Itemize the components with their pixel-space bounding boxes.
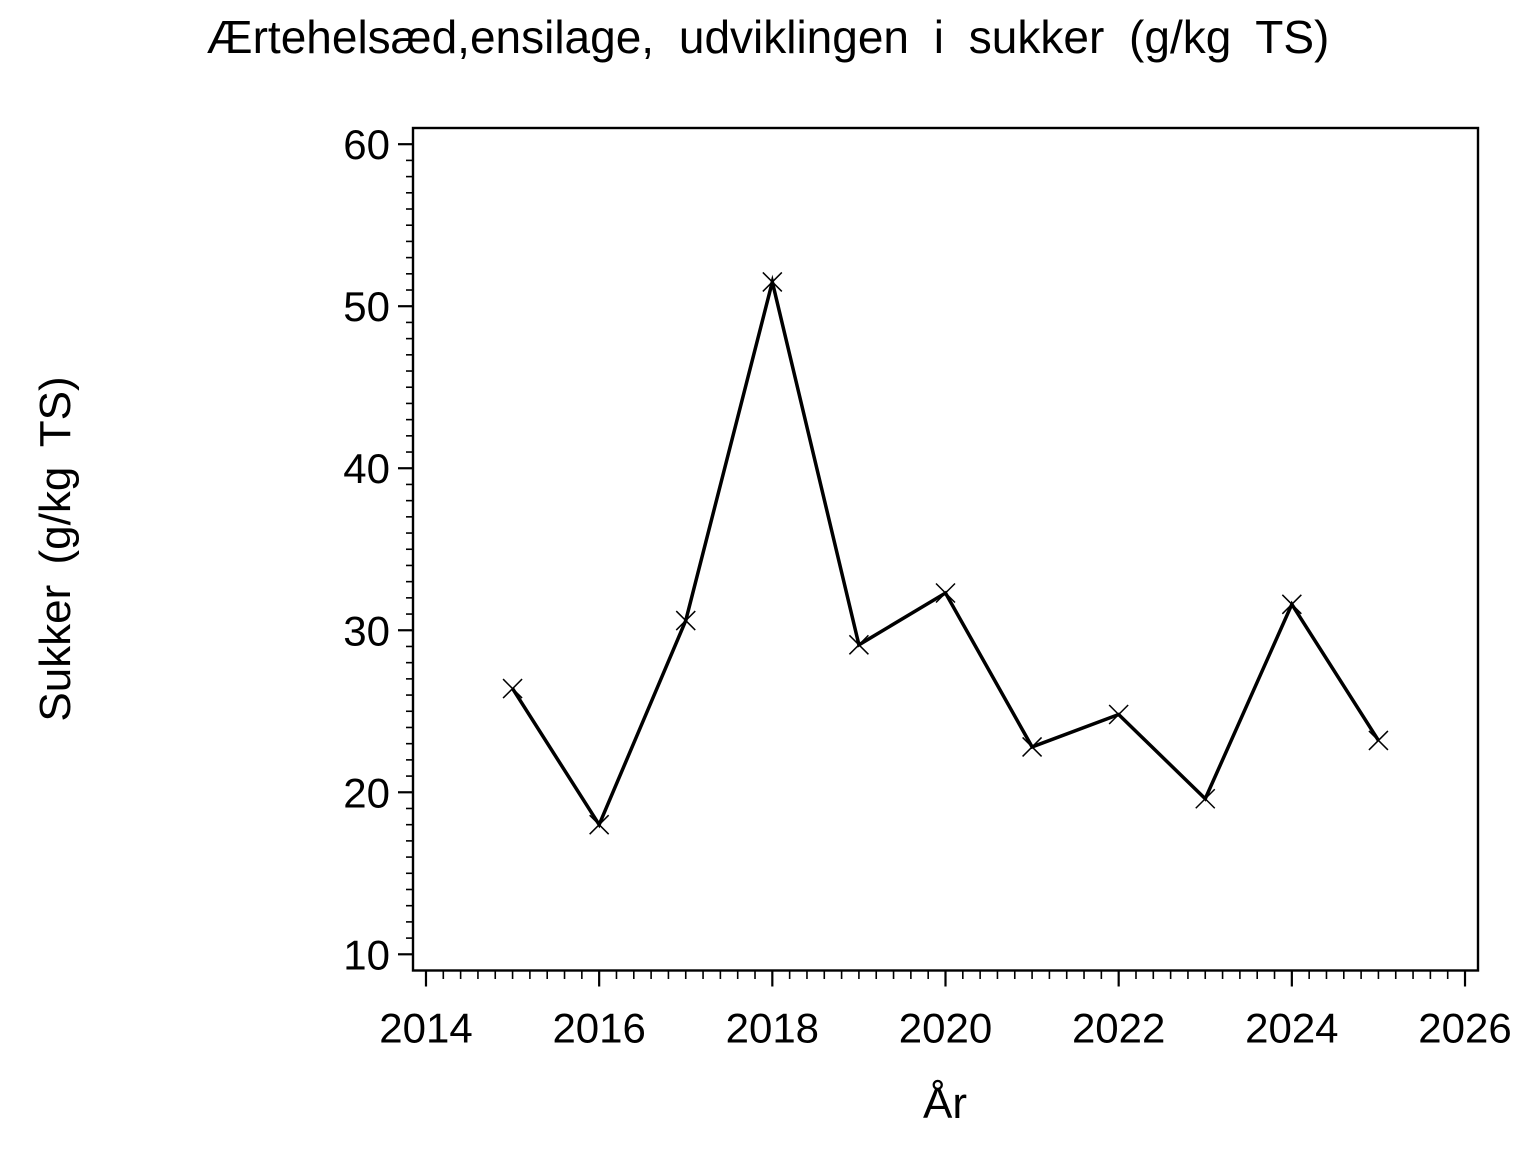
chart-title: Ærtehelsæd,ensilage, udviklingen i sukke…: [206, 11, 1330, 63]
x-tick-label: 2018: [726, 1005, 819, 1052]
plot-frame: [411, 126, 1480, 972]
data-point-marker: [1108, 704, 1129, 725]
data-point-marker: [1195, 788, 1216, 809]
data-point-marker: [1368, 730, 1389, 751]
data-point-marker: [848, 634, 869, 655]
x-tick-label: 2020: [899, 1005, 992, 1052]
y-tick-label: 20: [343, 769, 390, 816]
data-point-marker: [1022, 736, 1043, 757]
y-tick-label: 30: [343, 607, 390, 654]
y-tick-label: 40: [343, 445, 390, 492]
x-tick-label: 2026: [1418, 1005, 1511, 1052]
y-tick-label: 50: [343, 283, 390, 330]
x-tick-label: 2022: [1072, 1005, 1165, 1052]
data-point-marker: [762, 271, 783, 292]
data-point-marker: [1281, 594, 1302, 615]
data-point-marker: [589, 814, 610, 835]
series-line: [511, 274, 1380, 829]
x-tick-label: 2024: [1245, 1005, 1338, 1052]
data-point-marker: [502, 678, 523, 699]
data-point-marker: [675, 610, 696, 631]
x-tick-label: 2014: [379, 1005, 472, 1052]
y-tick-label: 60: [343, 121, 390, 168]
x-axis-title: År: [923, 1079, 967, 1128]
data-point-marker: [935, 582, 956, 604]
y-tick-label: 10: [343, 931, 390, 978]
x-tick-label: 2016: [552, 1005, 645, 1052]
